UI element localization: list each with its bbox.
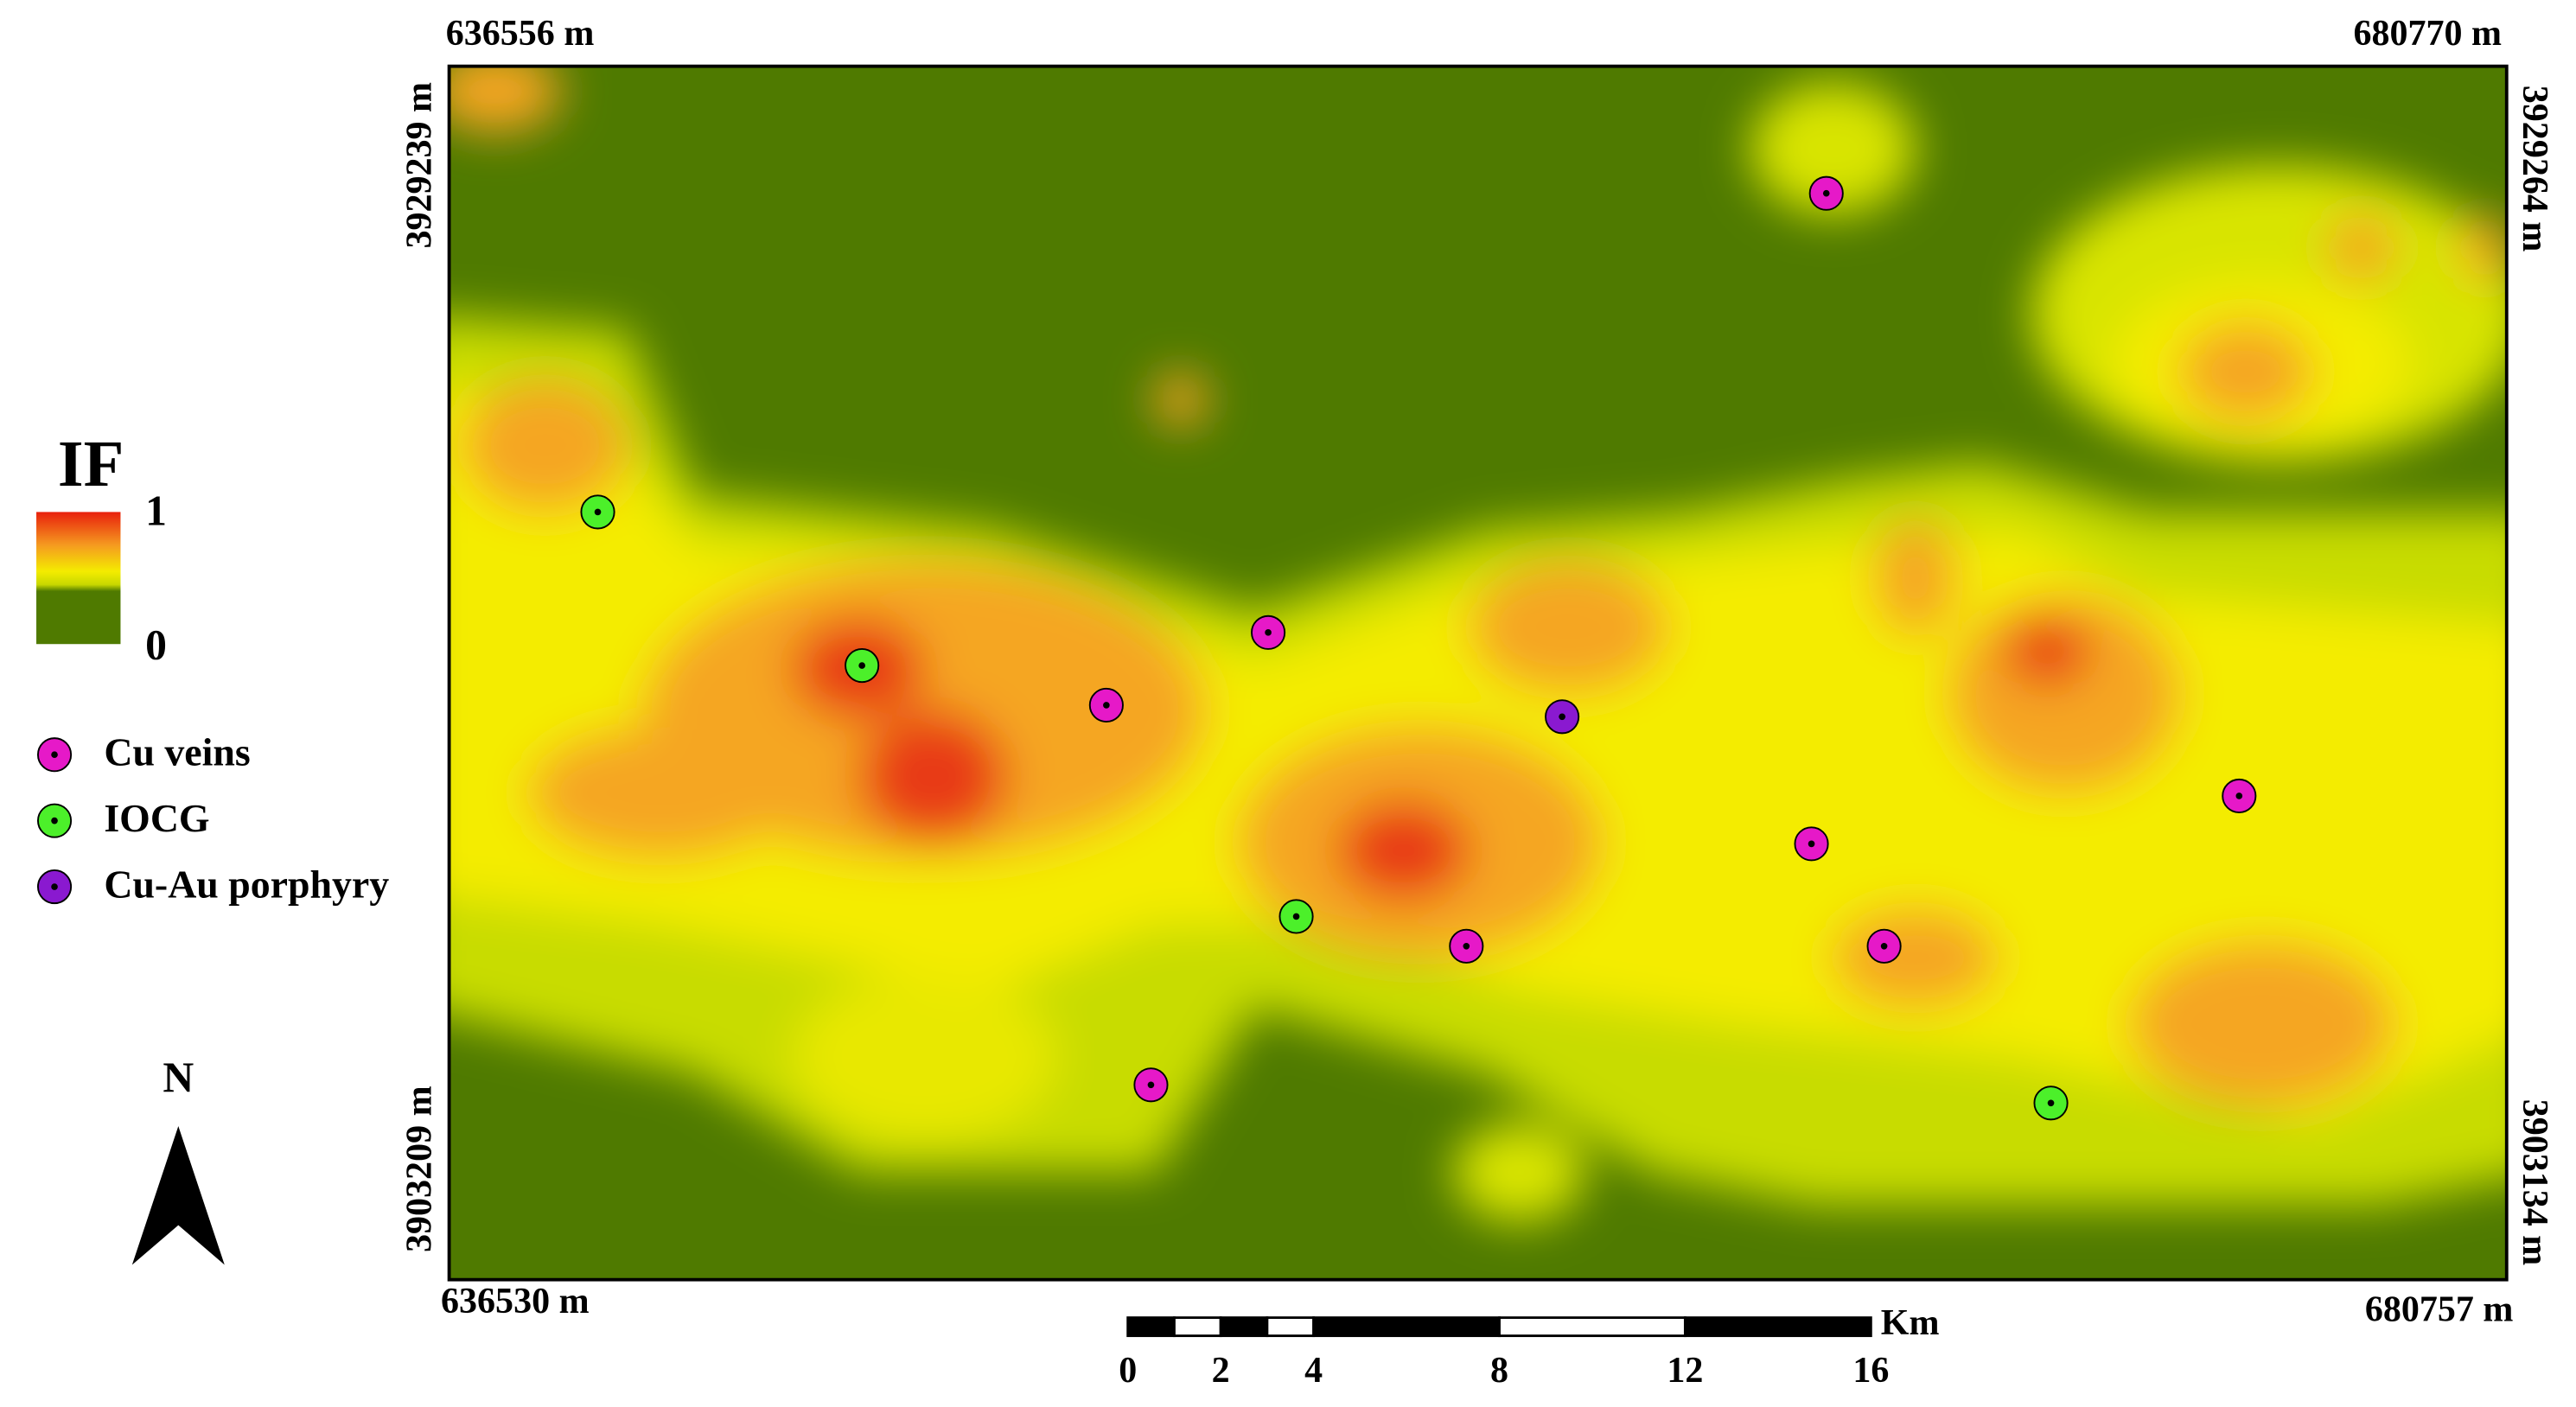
coord-label: 3903134 m xyxy=(2515,1099,2554,1266)
coord-label: 3929264 m xyxy=(2515,86,2554,252)
heat-blob xyxy=(1750,82,1916,215)
scale-segment xyxy=(1683,1316,1872,1338)
deposit-marker-dot xyxy=(2235,793,2243,799)
legend-label: IOCG xyxy=(104,796,209,840)
legend-max: 1 xyxy=(145,487,167,535)
scale-tick-label: 12 xyxy=(1667,1351,1703,1391)
scale-segment xyxy=(1172,1316,1222,1338)
legend-items: Cu veins IOCG Cu-Au porphyry xyxy=(36,730,389,906)
heat-blob xyxy=(1453,1123,1585,1222)
north-arrow xyxy=(131,1126,225,1265)
deposit-marker-dot xyxy=(1103,702,1110,709)
scale-tick-label: 8 xyxy=(1490,1351,1508,1391)
deposit-marker-dot xyxy=(1822,189,1830,197)
deposit-marker-dot xyxy=(1292,913,1300,920)
north-label: N xyxy=(163,1054,194,1101)
scale-unit: Km xyxy=(1881,1303,1940,1343)
heat-orange xyxy=(462,214,2507,1107)
deposit-marker-dot xyxy=(1880,942,1888,950)
deposit-marker-dot xyxy=(594,508,602,516)
scale-segment xyxy=(1312,1316,1501,1338)
coord-label: 636530 m xyxy=(441,1282,590,1321)
deposit-markers xyxy=(580,175,2257,1121)
scale-bar: 0 2 4 8 12 16 Km xyxy=(1119,1303,1939,1391)
legend-symbol-dot xyxy=(51,751,58,759)
deposit-marker-dot xyxy=(1265,629,1272,636)
coord-label: 3903209 m xyxy=(400,1085,440,1252)
heat-red xyxy=(792,619,2089,901)
scale-segment xyxy=(1498,1316,1687,1338)
legend-gradient xyxy=(36,512,121,645)
scale-tick-label: 0 xyxy=(1119,1351,1137,1391)
scale-tick-label: 4 xyxy=(1304,1351,1323,1391)
coord-label: 680770 m xyxy=(2353,14,2502,54)
heat-blob xyxy=(449,66,562,133)
deposit-marker-dot xyxy=(1808,840,1815,848)
deposit-marker-dot xyxy=(2047,1099,2055,1107)
legend-min: 0 xyxy=(145,621,167,668)
legend-symbol-dot xyxy=(51,817,58,824)
coord-label: 3929239 m xyxy=(400,82,440,249)
heat-field xyxy=(449,66,2507,1222)
scale-tick-label: 16 xyxy=(1852,1351,1889,1391)
coord-label: 636556 m xyxy=(446,14,595,54)
deposit-marker-dot xyxy=(1559,713,1565,721)
map-frame xyxy=(447,64,2509,1282)
deposit-marker-dot xyxy=(1463,942,1470,950)
legend-symbol-dot xyxy=(51,883,58,890)
legend-label: Cu-Au porphyry xyxy=(104,862,389,906)
heat-blob xyxy=(792,974,1057,1140)
scale-segment xyxy=(1219,1316,1269,1338)
legend-title: IF xyxy=(58,427,124,500)
scale-tick-label: 2 xyxy=(1212,1351,1230,1391)
scale-segment xyxy=(1126,1316,1176,1338)
scale-segment xyxy=(1266,1316,1316,1338)
legend-label: Cu veins xyxy=(104,730,250,774)
coord-label: 680757 m xyxy=(2365,1290,2514,1330)
deposit-marker-dot xyxy=(1147,1081,1155,1089)
deposit-marker-dot xyxy=(858,662,865,669)
